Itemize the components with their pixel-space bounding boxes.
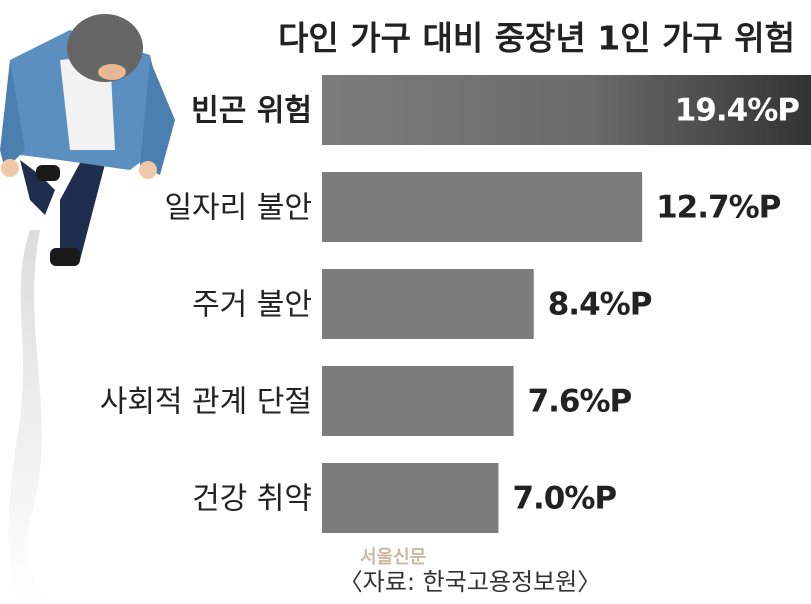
bar — [322, 366, 514, 436]
category-label: 일자리 불안 — [164, 191, 312, 226]
illustration — [0, 14, 175, 604]
value-label: 7.0%P — [512, 481, 616, 517]
category-label: 건강 취약 — [192, 482, 312, 517]
bar — [322, 463, 499, 533]
source: 〈자료: 한국고용정보원〉 — [339, 568, 601, 596]
watermark: 서울신문 — [360, 547, 426, 568]
category-label: 사회적 관계 단절 — [100, 385, 312, 420]
bar — [322, 75, 811, 145]
bar — [322, 172, 643, 242]
value-label: 12.7%P — [656, 190, 781, 226]
value-label: 19.4%P — [675, 93, 800, 129]
bar — [322, 269, 534, 339]
chart-title: 다인 가구 대비 중장년 1인 가구 위험 — [278, 19, 795, 58]
value-label: 8.4%P — [548, 287, 652, 323]
category-label: 주거 불안 — [192, 288, 312, 323]
value-label: 7.6%P — [528, 384, 632, 420]
category-label: 빈곤 위험 — [191, 94, 312, 129]
